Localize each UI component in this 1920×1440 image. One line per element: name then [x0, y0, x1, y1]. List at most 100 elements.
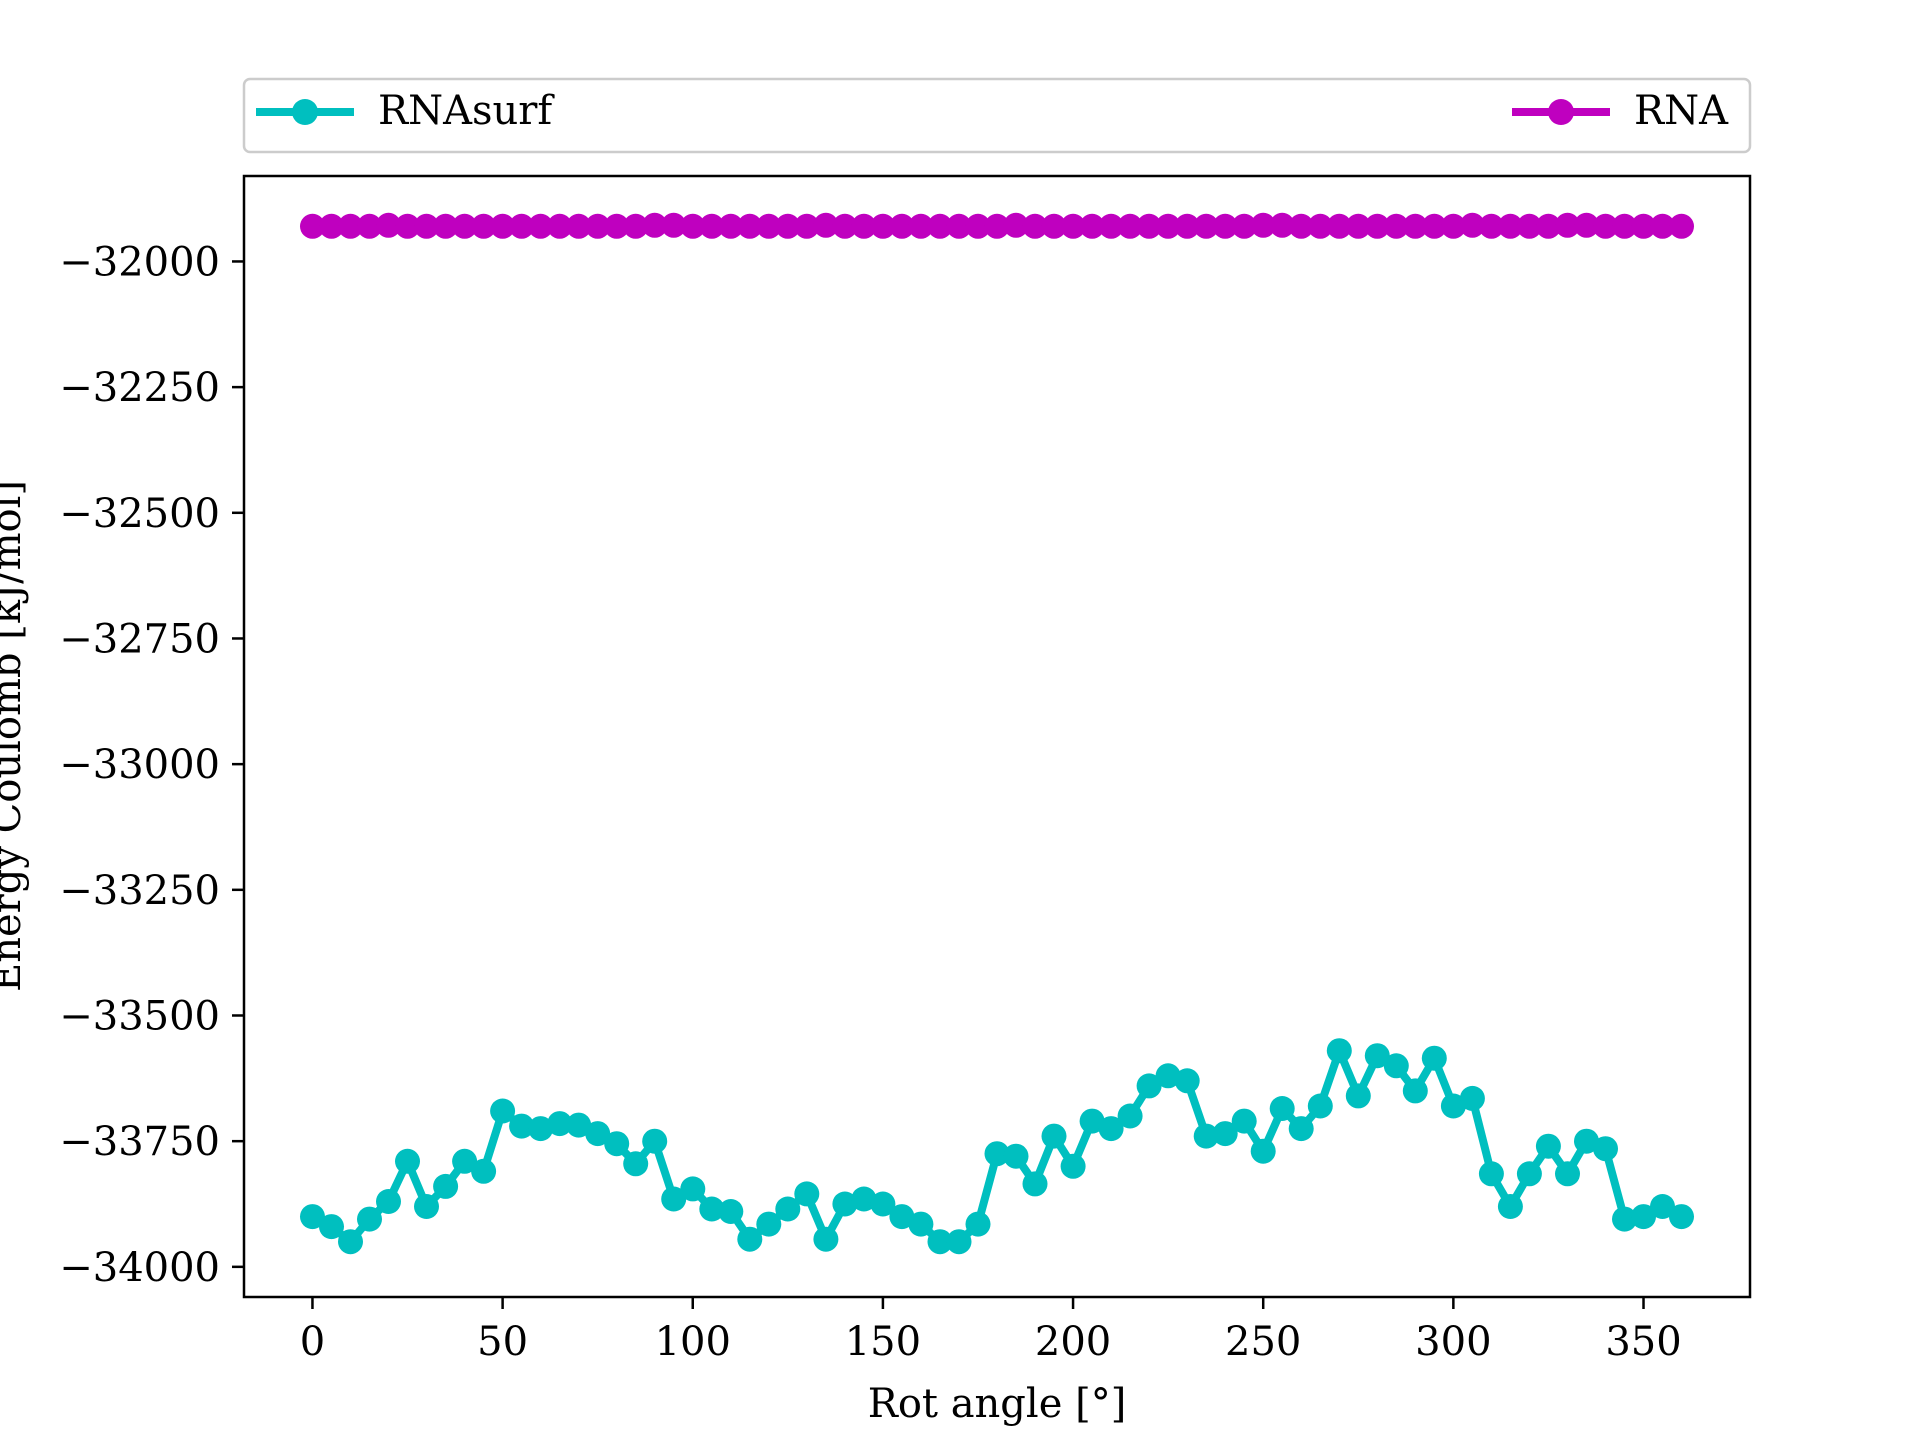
- data-point-rnasurf: [528, 1116, 554, 1142]
- y-axis-label: Energy Coulomb [kJ/mol]: [0, 480, 30, 992]
- data-point-rna: [718, 213, 744, 239]
- data-point-rna: [1612, 213, 1637, 239]
- data-point-rnasurf: [1383, 1053, 1409, 1079]
- data-point-rna: [1003, 212, 1029, 238]
- data-point-rnasurf: [1079, 1108, 1105, 1134]
- data-point-rnasurf: [1478, 1161, 1504, 1187]
- legend-box: [242, 77, 1752, 154]
- data-point-rnasurf: [1631, 1204, 1656, 1230]
- legend-entry-rna: RNA: [1512, 88, 1729, 134]
- data-point-rna: [1174, 213, 1200, 239]
- data-point-rna: [471, 213, 497, 239]
- data-point-rnasurf: [1402, 1078, 1428, 1104]
- y-tick-label: −32500: [59, 491, 220, 537]
- legend-marker-rna: [1548, 99, 1574, 125]
- data-point-rna: [927, 213, 953, 239]
- data-point-rnasurf: [414, 1194, 439, 1219]
- data-point-rna: [1593, 213, 1618, 239]
- data-point-rna: [509, 213, 535, 239]
- data-point-rna: [300, 213, 325, 239]
- data-point-rnasurf: [927, 1229, 953, 1255]
- y-tick-label: −33500: [59, 993, 220, 1039]
- x-tick-label: 300: [1415, 1319, 1491, 1365]
- data-point-rnasurf: [965, 1211, 991, 1237]
- data-point-rnasurf: [509, 1113, 535, 1139]
- data-point-rnasurf: [1212, 1121, 1238, 1147]
- data-point-rnasurf: [1345, 1083, 1371, 1109]
- data-point-rna: [1326, 213, 1352, 239]
- data-point-rna: [984, 213, 1010, 239]
- data-point-rnasurf: [1022, 1171, 1048, 1197]
- y-tick-label: −33250: [59, 868, 220, 914]
- data-point-rnasurf: [1003, 1143, 1029, 1169]
- legend-label-rna: RNA: [1634, 88, 1729, 134]
- data-point-rnasurf: [433, 1173, 459, 1199]
- data-point-rnasurf: [1421, 1045, 1447, 1071]
- data-point-rnasurf: [946, 1229, 972, 1255]
- data-point-rnasurf: [585, 1121, 611, 1147]
- x-tick-label: 100: [655, 1319, 731, 1365]
- data-point-rnasurf: [1231, 1108, 1257, 1134]
- data-point-rnasurf: [1117, 1103, 1143, 1129]
- x-tick-label: 0: [300, 1319, 325, 1365]
- data-point-rna: [1098, 213, 1124, 239]
- data-point-rnasurf: [1516, 1161, 1542, 1187]
- data-point-rna: [1421, 213, 1447, 239]
- y-tick-label: −32000: [59, 239, 220, 285]
- data-point-rnasurf: [1555, 1161, 1580, 1187]
- data-point-rnasurf: [1612, 1206, 1637, 1232]
- data-point-rna: [661, 212, 687, 238]
- data-point-rnasurf: [1060, 1153, 1086, 1179]
- data-point-rnasurf: [908, 1211, 934, 1237]
- data-point-rnasurf: [832, 1191, 858, 1217]
- data-point-rnasurf: [452, 1148, 478, 1174]
- data-point-rna: [1307, 213, 1333, 239]
- data-point-rnasurf: [737, 1226, 763, 1252]
- y-tick-label: −33750: [59, 1119, 220, 1165]
- data-point-rna: [414, 213, 439, 239]
- data-point-rnasurf: [775, 1196, 801, 1222]
- data-point-rna: [1288, 213, 1314, 239]
- data-point-rna: [1345, 213, 1371, 239]
- x-axis-label: Rot angle [°]: [868, 1381, 1127, 1427]
- data-point-rna: [1383, 213, 1409, 239]
- data-point-rna: [965, 213, 991, 239]
- x-tick-label: 200: [1035, 1319, 1111, 1365]
- y-tick-label: −32750: [59, 616, 220, 662]
- data-point-rnasurf: [1535, 1133, 1561, 1159]
- data-point-rnasurf: [699, 1196, 725, 1222]
- data-point-rna: [338, 213, 363, 239]
- x-tick-label: 250: [1225, 1319, 1301, 1365]
- data-point-rna: [1669, 213, 1694, 239]
- data-point-rna: [1631, 213, 1656, 239]
- data-point-rnasurf: [756, 1211, 782, 1237]
- data-point-rnasurf: [1326, 1038, 1352, 1064]
- data-point-rnasurf: [1174, 1068, 1200, 1094]
- data-point-rna: [433, 213, 459, 239]
- data-point-rna: [395, 213, 420, 239]
- data-point-rna: [813, 212, 839, 238]
- y-tick-label: −32250: [59, 365, 220, 411]
- data-point-rnasurf: [1364, 1043, 1390, 1069]
- data-point-rna: [851, 213, 877, 239]
- data-point-rna: [1535, 213, 1561, 239]
- data-point-rna: [1478, 213, 1504, 239]
- data-point-rna: [376, 212, 401, 238]
- legend-marker-rnasurf: [292, 99, 318, 125]
- data-point-rnasurf: [984, 1141, 1010, 1167]
- data-point-rna: [1497, 213, 1523, 239]
- data-point-rnasurf: [1269, 1096, 1295, 1121]
- y-axis: −34000 −33750 −33500 −33250 −33000 −32750 −325…: [59, 239, 244, 1291]
- data-point-rnasurf: [395, 1148, 420, 1174]
- data-point-rna: [832, 213, 858, 239]
- data-point-rna: [1212, 213, 1238, 239]
- data-point-rna: [1402, 213, 1428, 239]
- data-point-rna: [585, 213, 611, 239]
- data-point-rna: [1516, 213, 1542, 239]
- data-point-rna: [737, 213, 763, 239]
- data-point-rnasurf: [718, 1199, 744, 1224]
- data-point-rnasurf: [376, 1189, 401, 1214]
- data-point-rna: [699, 213, 725, 239]
- data-point-rna: [452, 213, 478, 239]
- data-point-rnasurf: [1669, 1204, 1694, 1230]
